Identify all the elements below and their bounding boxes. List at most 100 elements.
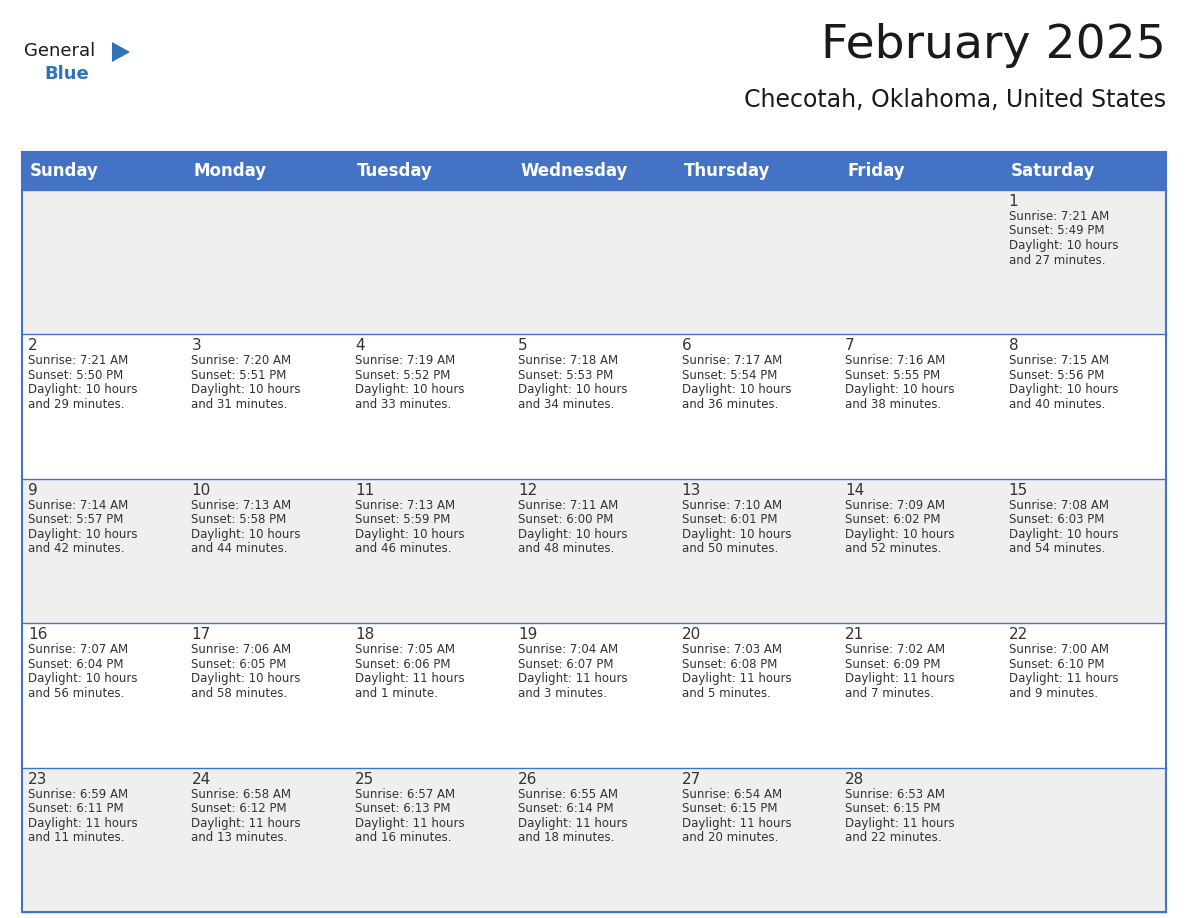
Text: Sunset: 6:07 PM: Sunset: 6:07 PM [518, 657, 614, 671]
Text: and 36 minutes.: and 36 minutes. [682, 397, 778, 411]
Text: and 22 minutes.: and 22 minutes. [845, 831, 942, 844]
Bar [23, 190, 1165, 334]
Text: and 18 minutes.: and 18 minutes. [518, 831, 614, 844]
Text: Sunrise: 7:10 AM: Sunrise: 7:10 AM [682, 498, 782, 512]
Text: Sunset: 6:06 PM: Sunset: 6:06 PM [355, 657, 450, 671]
Text: Sunset: 5:57 PM: Sunset: 5:57 PM [29, 513, 124, 526]
Text: Sunrise: 7:04 AM: Sunrise: 7:04 AM [518, 644, 619, 656]
Text: Sunrise: 7:17 AM: Sunrise: 7:17 AM [682, 354, 782, 367]
Text: Daylight: 10 hours: Daylight: 10 hours [29, 384, 138, 397]
Text: and 40 minutes.: and 40 minutes. [1009, 397, 1105, 411]
Text: Daylight: 10 hours: Daylight: 10 hours [355, 528, 465, 541]
Text: 2: 2 [29, 339, 38, 353]
Text: and 16 minutes.: and 16 minutes. [355, 831, 451, 844]
Text: and 34 minutes.: and 34 minutes. [518, 397, 614, 411]
Text: and 20 minutes.: and 20 minutes. [682, 831, 778, 844]
Text: 13: 13 [682, 483, 701, 498]
Text: Daylight: 10 hours: Daylight: 10 hours [191, 384, 301, 397]
Text: Sunset: 5:54 PM: Sunset: 5:54 PM [682, 369, 777, 382]
Text: Sunday: Sunday [30, 162, 99, 180]
Text: General: General [24, 42, 95, 60]
Text: Sunset: 5:52 PM: Sunset: 5:52 PM [355, 369, 450, 382]
Text: Sunrise: 6:57 AM: Sunrise: 6:57 AM [355, 788, 455, 800]
Text: Sunrise: 7:02 AM: Sunrise: 7:02 AM [845, 644, 946, 656]
Text: Sunrise: 7:07 AM: Sunrise: 7:07 AM [29, 644, 128, 656]
Text: 27: 27 [682, 772, 701, 787]
Text: Daylight: 10 hours: Daylight: 10 hours [1009, 528, 1118, 541]
Text: Daylight: 10 hours: Daylight: 10 hours [355, 384, 465, 397]
Text: and 27 minutes.: and 27 minutes. [1009, 253, 1105, 266]
Text: Daylight: 11 hours: Daylight: 11 hours [518, 817, 628, 830]
Text: and 29 minutes.: and 29 minutes. [29, 397, 125, 411]
Text: Blue: Blue [44, 65, 89, 83]
Text: Daylight: 10 hours: Daylight: 10 hours [682, 384, 791, 397]
Text: 20: 20 [682, 627, 701, 643]
Text: Sunrise: 7:21 AM: Sunrise: 7:21 AM [1009, 210, 1108, 223]
Text: Sunset: 5:50 PM: Sunset: 5:50 PM [29, 369, 124, 382]
Text: Daylight: 10 hours: Daylight: 10 hours [682, 528, 791, 541]
Text: Sunset: 6:02 PM: Sunset: 6:02 PM [845, 513, 941, 526]
Text: Sunset: 6:14 PM: Sunset: 6:14 PM [518, 802, 614, 815]
Text: Sunset: 6:09 PM: Sunset: 6:09 PM [845, 657, 941, 671]
Text: 18: 18 [355, 627, 374, 643]
Text: and 7 minutes.: and 7 minutes. [845, 687, 934, 700]
Text: Sunset: 6:01 PM: Sunset: 6:01 PM [682, 513, 777, 526]
Text: Friday: Friday [847, 162, 905, 180]
Text: Saturday: Saturday [1011, 162, 1095, 180]
Text: and 1 minute.: and 1 minute. [355, 687, 437, 700]
Bar [23, 152, 1165, 912]
Text: Daylight: 11 hours: Daylight: 11 hours [682, 817, 791, 830]
Text: and 52 minutes.: and 52 minutes. [845, 543, 942, 555]
Text: 24: 24 [191, 772, 210, 787]
Text: Sunrise: 7:13 AM: Sunrise: 7:13 AM [355, 498, 455, 512]
Text: 21: 21 [845, 627, 865, 643]
Text: and 38 minutes.: and 38 minutes. [845, 397, 941, 411]
Text: 1: 1 [1009, 194, 1018, 209]
Text: and 33 minutes.: and 33 minutes. [355, 397, 451, 411]
Text: Sunrise: 7:09 AM: Sunrise: 7:09 AM [845, 498, 946, 512]
Text: Daylight: 11 hours: Daylight: 11 hours [355, 817, 465, 830]
Text: Sunset: 6:05 PM: Sunset: 6:05 PM [191, 657, 286, 671]
Text: Sunrise: 6:55 AM: Sunrise: 6:55 AM [518, 788, 618, 800]
Text: Monday: Monday [194, 162, 266, 180]
Text: and 48 minutes.: and 48 minutes. [518, 543, 614, 555]
Text: 3: 3 [191, 339, 201, 353]
Text: Sunrise: 7:08 AM: Sunrise: 7:08 AM [1009, 498, 1108, 512]
Text: Sunset: 6:12 PM: Sunset: 6:12 PM [191, 802, 287, 815]
Bar [23, 479, 1165, 623]
Text: and 50 minutes.: and 50 minutes. [682, 543, 778, 555]
Text: Daylight: 11 hours: Daylight: 11 hours [518, 672, 628, 685]
Text: Daylight: 10 hours: Daylight: 10 hours [845, 528, 955, 541]
Text: and 58 minutes.: and 58 minutes. [191, 687, 287, 700]
Text: 28: 28 [845, 772, 865, 787]
Text: Sunset: 6:11 PM: Sunset: 6:11 PM [29, 802, 124, 815]
Text: Tuesday: Tuesday [356, 162, 432, 180]
Text: Sunrise: 7:19 AM: Sunrise: 7:19 AM [355, 354, 455, 367]
Text: 22: 22 [1009, 627, 1028, 643]
Text: and 42 minutes.: and 42 minutes. [29, 543, 125, 555]
Text: 4: 4 [355, 339, 365, 353]
Text: 11: 11 [355, 483, 374, 498]
Text: Sunrise: 6:58 AM: Sunrise: 6:58 AM [191, 788, 291, 800]
Text: and 46 minutes.: and 46 minutes. [355, 543, 451, 555]
Text: Sunrise: 7:20 AM: Sunrise: 7:20 AM [191, 354, 291, 367]
Text: Daylight: 10 hours: Daylight: 10 hours [845, 384, 955, 397]
Text: 17: 17 [191, 627, 210, 643]
Text: 12: 12 [518, 483, 537, 498]
Text: and 9 minutes.: and 9 minutes. [1009, 687, 1098, 700]
Text: February 2025: February 2025 [821, 23, 1165, 68]
Text: Sunrise: 7:14 AM: Sunrise: 7:14 AM [29, 498, 128, 512]
Text: Daylight: 10 hours: Daylight: 10 hours [518, 384, 627, 397]
Text: 25: 25 [355, 772, 374, 787]
Text: Sunset: 5:59 PM: Sunset: 5:59 PM [355, 513, 450, 526]
Text: and 44 minutes.: and 44 minutes. [191, 543, 287, 555]
Text: and 54 minutes.: and 54 minutes. [1009, 543, 1105, 555]
Text: Sunset: 6:03 PM: Sunset: 6:03 PM [1009, 513, 1104, 526]
Text: Sunrise: 7:05 AM: Sunrise: 7:05 AM [355, 644, 455, 656]
Text: Daylight: 11 hours: Daylight: 11 hours [845, 817, 955, 830]
Bar [23, 767, 1165, 912]
Text: Sunrise: 6:54 AM: Sunrise: 6:54 AM [682, 788, 782, 800]
Text: Daylight: 10 hours: Daylight: 10 hours [191, 528, 301, 541]
Text: and 31 minutes.: and 31 minutes. [191, 397, 287, 411]
Text: Sunrise: 7:11 AM: Sunrise: 7:11 AM [518, 498, 619, 512]
